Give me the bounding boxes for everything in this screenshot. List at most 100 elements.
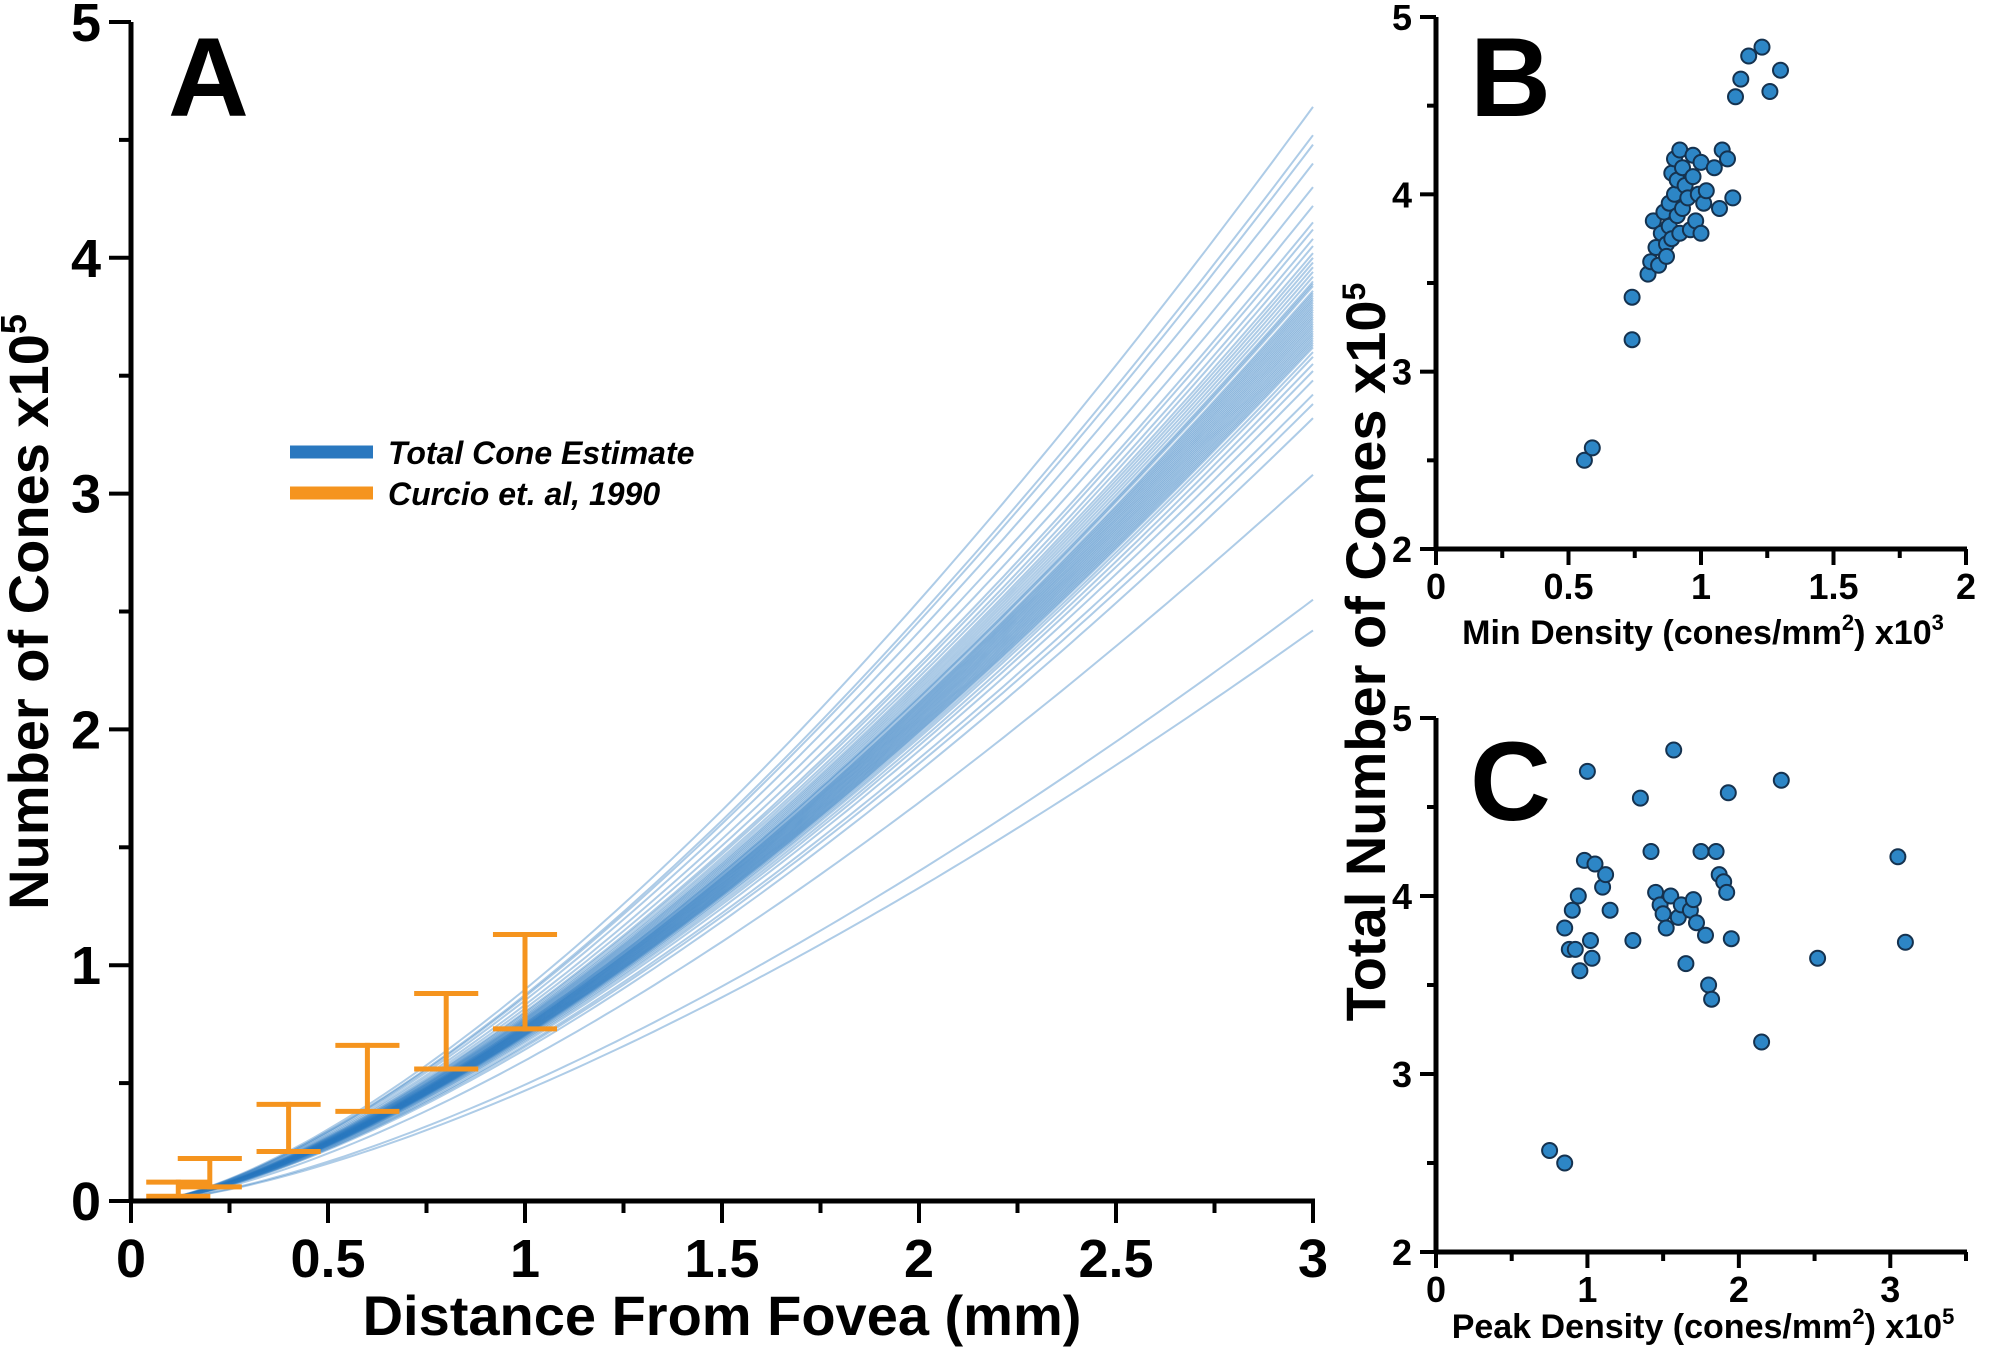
panel-a-curves [150, 106, 1314, 1202]
panel-c-point [1718, 883, 1736, 901]
estimate-curve-27 [150, 309, 1314, 1202]
panel-b-x-tick-label: 2 [1956, 566, 1976, 607]
x-tick-label: 0.5 [290, 1229, 365, 1289]
panel-b-y-tick-label: 2 [1392, 529, 1412, 570]
panel-c-point [1631, 789, 1649, 807]
panel-b-y-tick-label: 3 [1392, 352, 1412, 393]
estimate-curve-5 [150, 205, 1314, 1202]
panel-b-point [1724, 189, 1742, 207]
panel-a-y-axis-title: Number of Cones x105 [0, 314, 60, 910]
panel-a-y-axis-title-text: Number of Cones x10 [0, 334, 60, 910]
y-tick-label: 2 [71, 700, 101, 760]
panel-b-point [1583, 439, 1601, 457]
error-bar-2 [256, 1101, 321, 1154]
panel-c-point [1556, 919, 1574, 937]
panel-b-points [1575, 38, 1789, 469]
estimate-curve-50 [150, 403, 1314, 1202]
estimate-curve-32 [150, 320, 1314, 1202]
error-bar-4 [414, 990, 479, 1072]
panel-c-point [1597, 866, 1615, 884]
panel-b-point [1705, 159, 1723, 177]
panel-c-point [1707, 843, 1725, 860]
estimate-curve-11 [150, 257, 1314, 1202]
estimate-curve-17 [150, 283, 1314, 1202]
panel-c-y-tick-label: 4 [1392, 876, 1412, 917]
estimate-curve-19 [150, 290, 1314, 1202]
panel-c-point [1700, 976, 1718, 994]
panel-c-ticks: 0 1 2 3 2 3 4 5 [1392, 698, 1968, 1310]
panel-b-point [1772, 61, 1789, 79]
estimate-curve-13 [150, 266, 1314, 1202]
y-tick-label: 3 [71, 465, 101, 525]
estimate-curve-16 [150, 280, 1314, 1202]
estimate-curve-38 [150, 334, 1314, 1202]
estimate-curve-41 [150, 342, 1314, 1202]
panel-b-point [1732, 70, 1750, 88]
panel-c-point [1684, 891, 1702, 909]
panel-b-point [1575, 451, 1593, 469]
legend-label-total-cone-estimate: Total Cone Estimate [388, 435, 694, 471]
estimate-curve-29 [150, 313, 1314, 1202]
estimate-curve-54 [150, 629, 1314, 1202]
panel-c-points [1541, 741, 1914, 1172]
y-tick-label: 0 [71, 1172, 101, 1232]
estimate-curve-7 [150, 228, 1314, 1202]
panel-b-x-axis-title-sup: 2 [1842, 610, 1854, 635]
panel-c-point [1578, 762, 1596, 780]
panel-b-point [1740, 47, 1758, 65]
x-tick-label: 2 [904, 1229, 934, 1289]
panel-a: 0 0.5 1 1.5 2 2.5 3 0 1 2 3 4 5 A Total Cone Estimat… [0, 0, 1328, 1347]
panel-b-point [1711, 200, 1728, 217]
panel-c-x-axis-title-sup: 2 [1852, 1304, 1864, 1329]
estimate-curve-47 [150, 370, 1314, 1202]
estimate-curve-6 [150, 221, 1314, 1202]
panel-c-y-tick-label: 5 [1392, 698, 1412, 739]
estimate-curve-28 [150, 311, 1314, 1202]
panel-c-point [1642, 843, 1660, 860]
error-bar-5 [492, 932, 558, 1032]
panel-c-point [1566, 940, 1584, 958]
estimate-curve-31 [150, 318, 1314, 1202]
panel-c-point [1601, 901, 1619, 919]
panel-b-point [1692, 224, 1710, 242]
panel-b-letter: B [1470, 15, 1551, 140]
estimate-curve-49 [150, 393, 1314, 1202]
estimate-curve-51 [150, 417, 1314, 1202]
estimate-curve-21 [150, 294, 1314, 1202]
panel-c-x-axis-title-text: Peak Density (cones/mm [1452, 1308, 1853, 1346]
estimate-curve-45 [150, 356, 1314, 1202]
panel-c-point [1657, 919, 1675, 937]
panel-c-point [1896, 933, 1914, 951]
panel-c-point [1654, 905, 1672, 923]
panel-a-letter: A [168, 15, 249, 140]
y-tick-label: 1 [71, 936, 101, 996]
panel-a-legend: Total Cone Estimate Curcio et. al, 1990 [290, 435, 694, 512]
panel-b-point [1644, 212, 1662, 230]
panel-c-point [1719, 784, 1737, 802]
shared-y-axis-title-text: Total Number of Cones x10 [1334, 300, 1397, 1021]
estimate-curve-3 [150, 162, 1314, 1202]
panel-a-y-axis-title-exponent: 5 [0, 314, 34, 334]
panel-c-x-tick-label: 0 [1426, 1269, 1446, 1310]
shared-y-axis-title: Total Number of Cones x105 [1334, 283, 1397, 1022]
estimate-curve-10 [150, 252, 1314, 1202]
estimate-curve-12 [150, 261, 1314, 1202]
panel-a-ticks: 0 0.5 1 1.5 2 2.5 3 0 1 2 3 4 5 [71, 0, 1328, 1289]
panel-c-point [1809, 949, 1827, 967]
panel-c-point [1571, 962, 1589, 980]
y-tick-label: 5 [71, 0, 101, 53]
panel-c-point [1541, 1142, 1559, 1159]
y-tick-label: 4 [71, 229, 101, 289]
panel-c-point [1722, 930, 1740, 948]
panel-c-x-tick-label: 1 [1577, 1269, 1597, 1310]
panel-c-point [1665, 741, 1683, 759]
estimate-curve-0 [150, 106, 1314, 1202]
estimate-curve-25 [150, 304, 1314, 1202]
estimate-curve-23 [150, 299, 1314, 1202]
panel-b-point [1719, 150, 1736, 168]
panel-c-point [1688, 914, 1705, 932]
panel-c-x-tick-label: 2 [1729, 1269, 1749, 1310]
panel-b-point [1658, 247, 1675, 265]
